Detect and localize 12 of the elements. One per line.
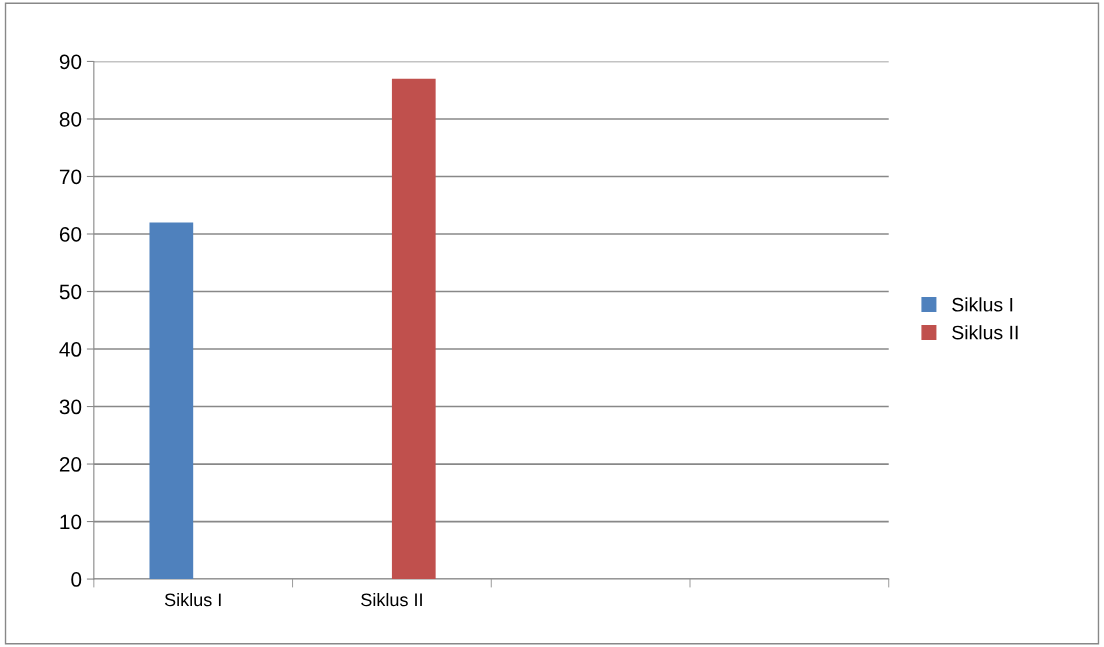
legend-label: Siklus II <box>952 325 1018 340</box>
y-tick-label: 90 <box>59 54 82 70</box>
y-tick-label: 40 <box>59 342 82 357</box>
y-tick-label: 30 <box>59 399 82 415</box>
y-tick-label: 50 <box>59 284 82 300</box>
y-tick-label: 10 <box>60 514 82 530</box>
legend-label: Siklus I <box>952 297 1013 312</box>
y-tick-label: 80 <box>59 111 82 127</box>
y-tick-label: 0 <box>71 572 82 587</box>
y-tick-label: 20 <box>59 457 82 472</box>
y-tick-label: 70 <box>59 169 82 185</box>
y-tick-label: 60 <box>59 227 82 242</box>
